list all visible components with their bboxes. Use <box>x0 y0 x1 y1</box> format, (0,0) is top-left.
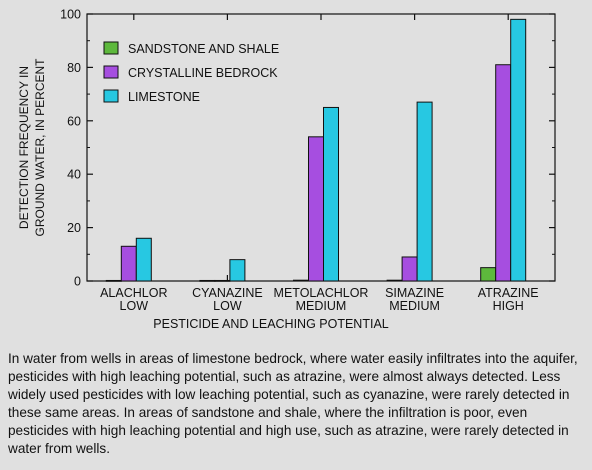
bar <box>480 267 497 282</box>
bar <box>293 279 309 282</box>
x-tick-label: ATRAZINE <box>478 286 539 300</box>
legend-swatch <box>103 41 119 55</box>
figure-caption: In water from wells in areas of limeston… <box>8 351 578 456</box>
y-axis-label: DETECTION FREQUENCY IN <box>17 66 31 229</box>
y-tick-label: 60 <box>67 114 81 128</box>
legend-label: LIMESTONE <box>128 90 200 104</box>
y-tick-label: 0 <box>74 275 81 289</box>
y-tick-label: 100 <box>60 8 81 22</box>
legend-label: CRYSTALLINE BEDROCK <box>128 66 278 80</box>
y-tick-label: 80 <box>67 61 81 75</box>
x-tick-label: LOW <box>120 299 149 313</box>
x-tick-label: MEDIUM <box>296 299 347 313</box>
bar <box>229 259 246 282</box>
bar <box>308 136 324 282</box>
x-tick-label: LOW <box>213 299 242 313</box>
bar-chart: 0 20 40 60 80 100 DETECTION FREQUENCY IN GROUND… <box>17 8 556 331</box>
x-tick-label: METOLACHLOR <box>274 286 369 300</box>
y-tick-label: 40 <box>67 168 81 182</box>
bar <box>214 279 231 282</box>
x-tick-label: MEDIUM <box>389 299 440 313</box>
y-tick-label: 20 <box>67 221 81 235</box>
bar <box>401 256 418 282</box>
legend-swatch <box>103 89 119 103</box>
bar <box>120 245 137 282</box>
bar <box>135 237 152 282</box>
bar <box>416 101 433 282</box>
bar <box>386 279 403 282</box>
x-tick-label: SIMAZINE <box>385 286 444 300</box>
x-axis-label: PESTICIDE AND LEACHING POTENTIAL <box>153 317 389 331</box>
y-axis-label: GROUND WATER, IN PERCENT <box>33 58 47 237</box>
legend-label: SANDSTONE AND SHALE <box>128 42 279 56</box>
bar <box>323 106 339 282</box>
x-tick-label: ALACHLOR <box>100 286 167 300</box>
bar <box>199 279 216 282</box>
x-tick-label: CYANAZINE <box>192 286 263 300</box>
x-tick-label: HIGH <box>493 299 524 313</box>
bar <box>510 18 527 282</box>
bar <box>495 64 512 282</box>
legend-swatch <box>103 65 119 79</box>
bar <box>105 279 122 282</box>
